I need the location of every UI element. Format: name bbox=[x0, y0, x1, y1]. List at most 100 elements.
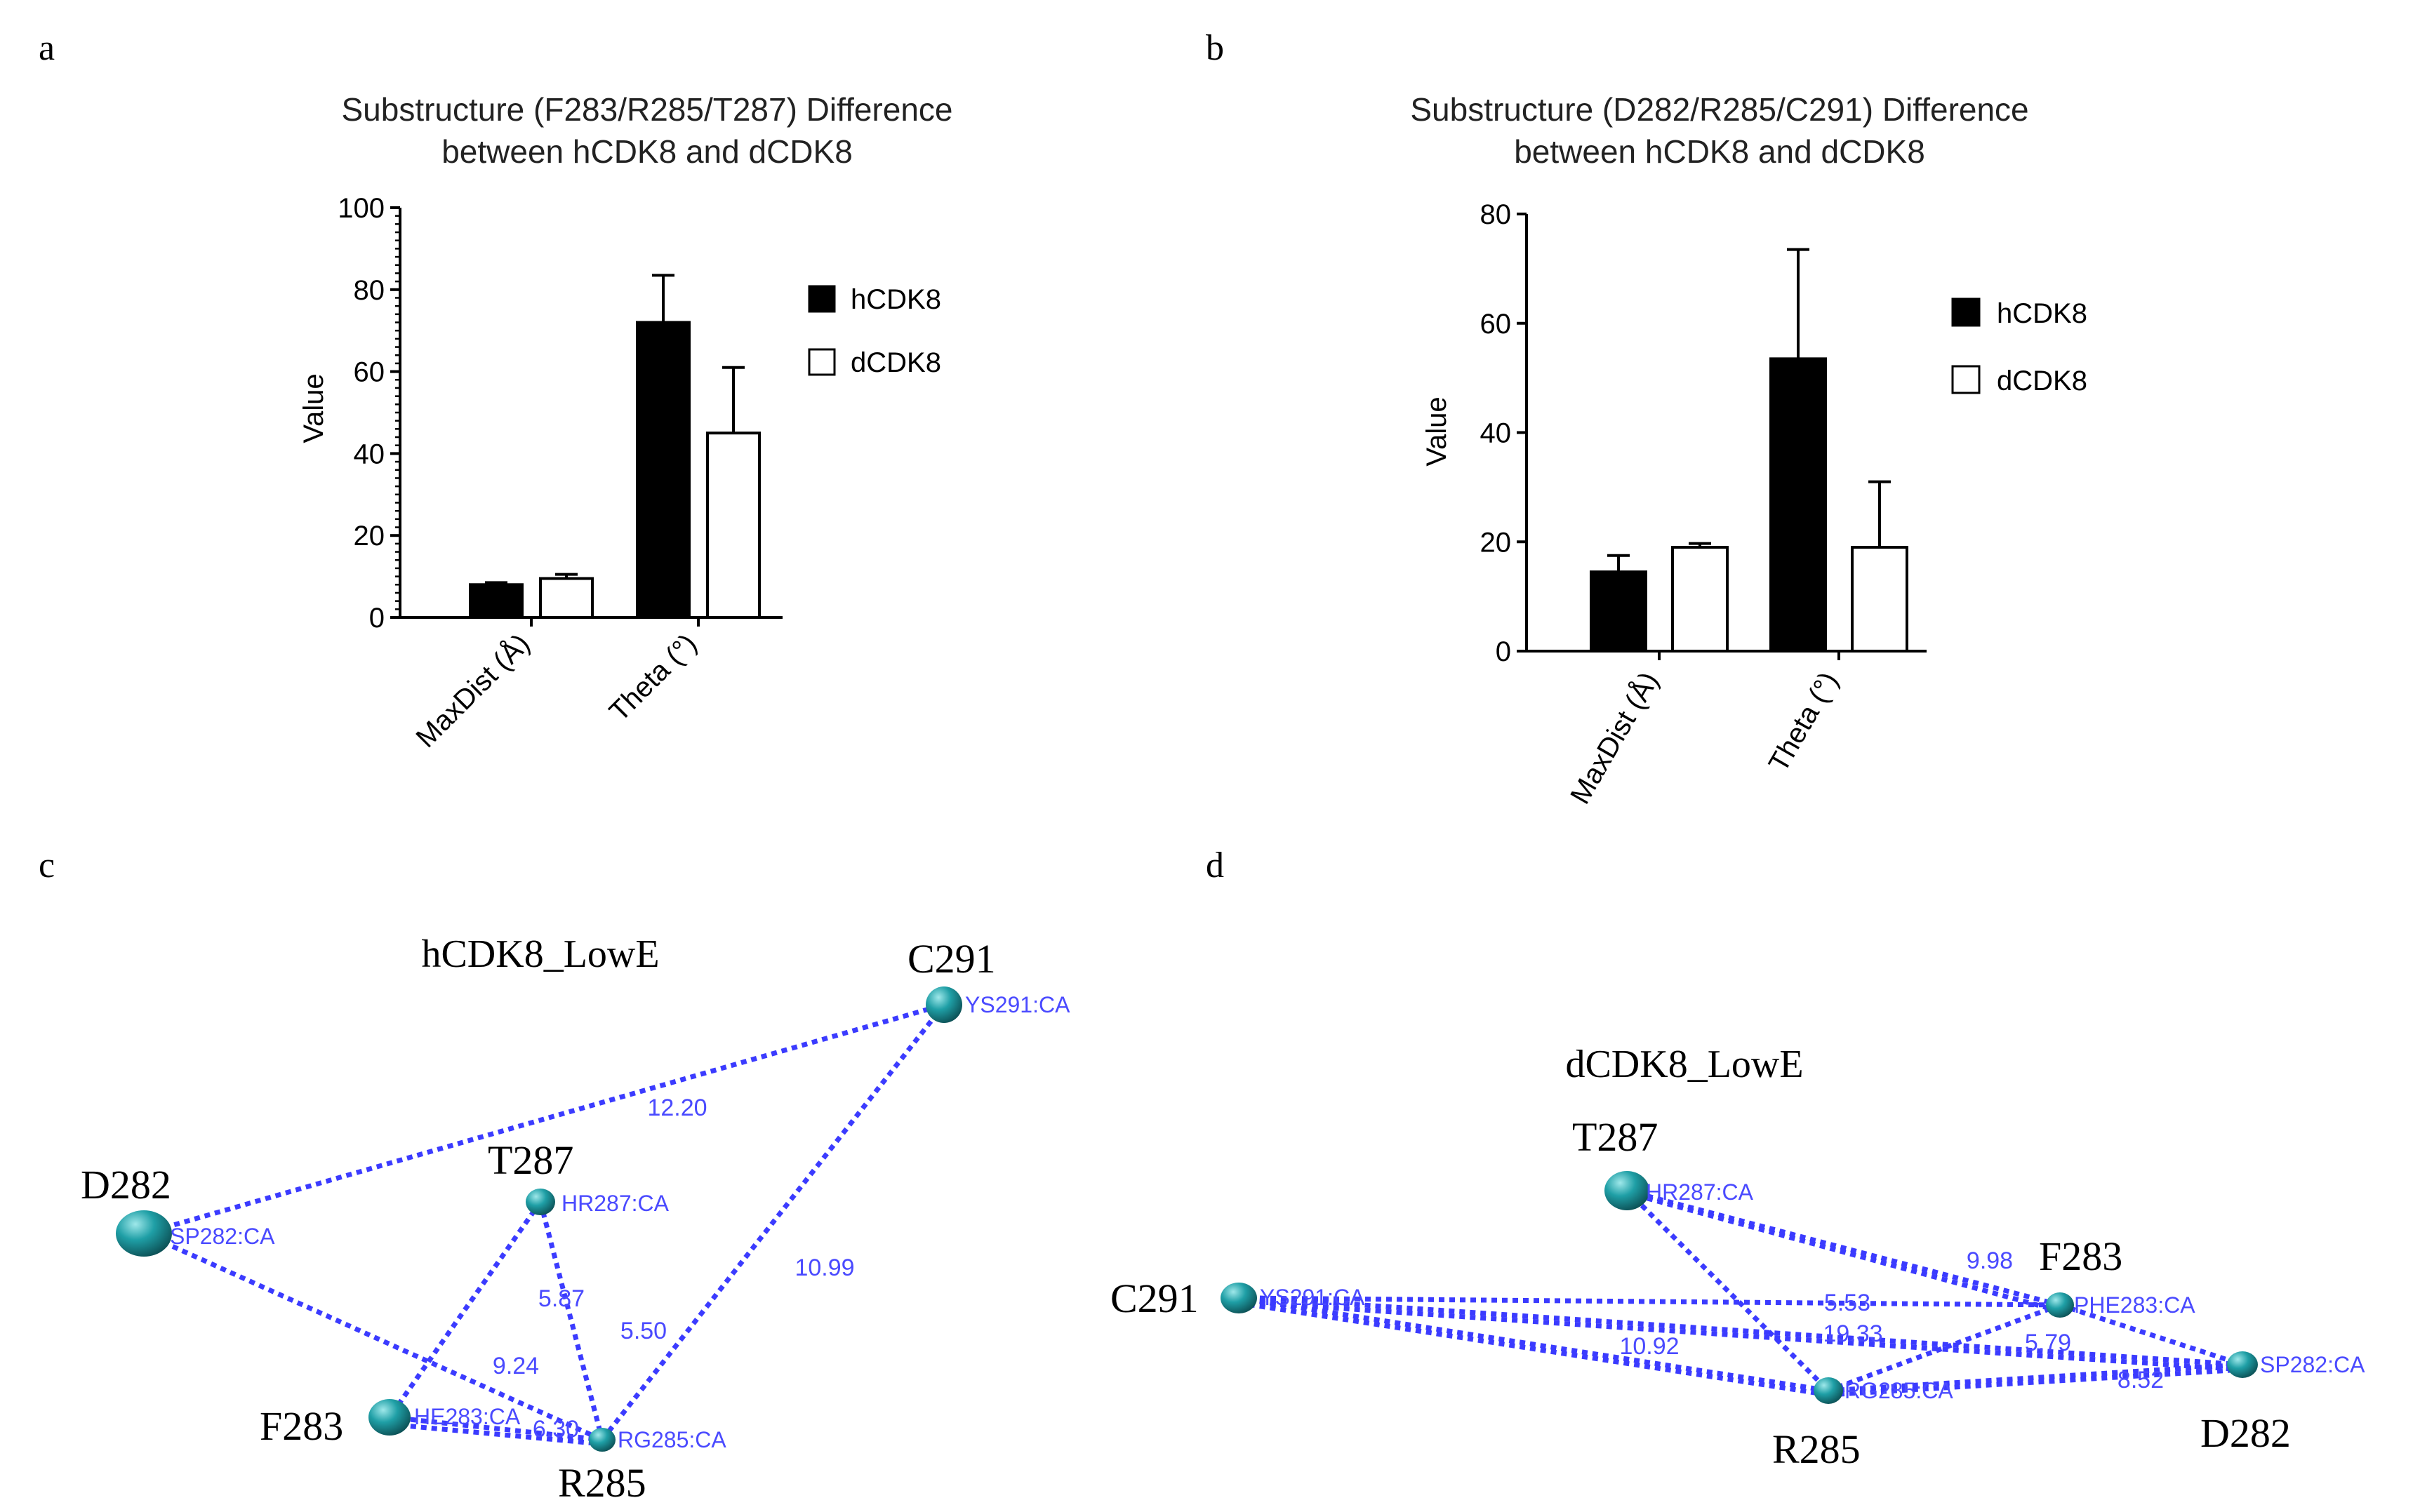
chart-b-x-tick-label-1: Theta (°) bbox=[1763, 667, 1844, 777]
bond-d-t287-f283-b bbox=[1626, 1190, 2059, 1313]
atom-label-c-c291: YS291:CA bbox=[965, 992, 1070, 1017]
residue-label-d-f283: F283 bbox=[2039, 1233, 2122, 1279]
atom-label-d-f283: PHE283:CA bbox=[2074, 1292, 2195, 1318]
bond-d-c291-f283 bbox=[1238, 1295, 2061, 1308]
atom-d-r285[interactable] bbox=[1814, 1377, 1843, 1404]
chart-a-x-tick-label-1: Theta (°) bbox=[604, 628, 703, 727]
chart-b: Substructure (D282/R285/C291) Difference… bbox=[1410, 91, 2087, 809]
atom-c-r285[interactable] bbox=[589, 1428, 616, 1452]
structure-d-title: dCDK8_LowE bbox=[1565, 1043, 1803, 1086]
structure-c: hCDK8_LowE 12.20 10.99 9.24 5.87 5.50 6.… bbox=[81, 932, 1070, 1506]
distance-d-f283-r285: 5.79 bbox=[2025, 1330, 2071, 1356]
chart-a-title-line-2: between hCDK8 and dCDK8 bbox=[441, 133, 853, 170]
atom-c-t287[interactable] bbox=[526, 1189, 555, 1215]
residue-label-d-r285: R285 bbox=[1772, 1426, 1861, 1472]
panel-label-c: c bbox=[39, 845, 55, 885]
atom-c-d282[interactable] bbox=[116, 1210, 172, 1257]
chart-b-title-line-1: Substructure (D282/R285/C291) Difference bbox=[1410, 91, 2028, 128]
chart-a-y-tick-label: 60 bbox=[354, 357, 385, 388]
chart-a-bar-hcdk8-1 bbox=[636, 321, 691, 619]
distance-c-t287-f283: 5.87 bbox=[538, 1285, 585, 1312]
residue-label-c-c291: C291 bbox=[908, 936, 996, 982]
bond-c-c291-r285 bbox=[600, 1003, 946, 1442]
chart-b-legend-label-dcdk8: dCDK8 bbox=[1997, 366, 2087, 396]
panel-label-b: b bbox=[1206, 28, 1224, 68]
chart-a-title-line-1: Substructure (F283/R285/T287) Difference bbox=[341, 91, 952, 128]
distance-c-c291-r285: 10.99 bbox=[795, 1255, 854, 1281]
chart-a-y-tick-label: 40 bbox=[354, 439, 385, 469]
chart-a-legend-label-dcdk8: dCDK8 bbox=[851, 347, 941, 378]
panel-label-d: d bbox=[1206, 845, 1224, 885]
chart-b-legend-label-hcdk8: hCDK8 bbox=[1997, 298, 2087, 329]
chart-b-title-line-2: between hCDK8 and dCDK8 bbox=[1514, 133, 1925, 170]
residue-label-c-d282: D282 bbox=[81, 1162, 171, 1207]
chart-a-x-tick-label-0: MaxDist (Å) bbox=[410, 628, 536, 754]
chart-b-legend-swatch-hcdk8 bbox=[1951, 297, 1981, 327]
bond-d-f283-d282 bbox=[2059, 1302, 2244, 1367]
residue-label-c-t287: T287 bbox=[488, 1137, 573, 1183]
distance-c-t287-r285: 5.50 bbox=[620, 1318, 667, 1344]
residue-label-c-r285: R285 bbox=[558, 1460, 646, 1506]
chart-a-y-tick-label: 20 bbox=[354, 521, 385, 551]
chart-a-bars bbox=[469, 274, 761, 620]
chart-b-legend-swatch-dcdk8 bbox=[1951, 365, 1981, 394]
atom-label-d-d282: SP282:CA bbox=[2260, 1352, 2365, 1377]
bond-c-d282-c291 bbox=[143, 1002, 945, 1236]
bond-c-t287-f283 bbox=[387, 1200, 543, 1419]
chart-b-y-tick-label: 60 bbox=[1480, 309, 1512, 340]
atom-label-c-r285: RG285:CA bbox=[618, 1427, 726, 1452]
distance-d-r285-d282: 8.52 bbox=[2118, 1367, 2164, 1393]
atom-label-d-r285: RG285:CA bbox=[1844, 1378, 1953, 1403]
chart-a-bar-hcdk8-0 bbox=[469, 583, 524, 620]
distance-d-c291-d282: 19.33 bbox=[1823, 1320, 1882, 1347]
chart-a-legend-swatch-hcdk8 bbox=[808, 285, 836, 313]
atom-d-t287[interactable] bbox=[1604, 1171, 1649, 1210]
chart-a-y-tick-label: 100 bbox=[338, 193, 385, 224]
bond-d-c291-r285 bbox=[1238, 1295, 1829, 1393]
atom-d-d282[interactable] bbox=[2227, 1351, 2258, 1378]
chart-a-y-tick-label: 80 bbox=[354, 275, 385, 306]
bond-c-f283-r285-b bbox=[389, 1421, 603, 1447]
atom-d-c291[interactable] bbox=[1221, 1283, 1257, 1313]
bond-d-t287-r285 bbox=[1625, 1189, 1830, 1393]
distance-d-t287-f283: 9.98 bbox=[1967, 1247, 2013, 1274]
chart-a-y-tick-label: 0 bbox=[369, 603, 385, 634]
chart-a-y-label: Value bbox=[298, 373, 329, 443]
atom-c-c291[interactable] bbox=[926, 986, 962, 1023]
chart-b-bar-hcdk8-1 bbox=[1769, 357, 1827, 653]
atom-c-f283[interactable] bbox=[368, 1399, 411, 1436]
atom-label-d-c291: YS291:CA bbox=[1260, 1285, 1365, 1310]
atom-label-c-t287: HR287:CA bbox=[561, 1191, 670, 1216]
residue-label-d-c291: C291 bbox=[1110, 1276, 1199, 1321]
chart-b-bar-dcdk8-1 bbox=[1851, 546, 1908, 653]
bond-c-t287-r285 bbox=[538, 1201, 605, 1440]
chart-b-y-ticks: 0 20 40 60 80 bbox=[1480, 199, 1527, 667]
structure-c-title: hCDK8_LowE bbox=[421, 932, 659, 976]
atom-label-d-t287: HR287:CA bbox=[1646, 1179, 1754, 1205]
chart-a-legend-swatch-dcdk8 bbox=[808, 348, 836, 376]
residue-label-c-f283: F283 bbox=[260, 1403, 343, 1449]
distance-d-c291-r285: 10.92 bbox=[1619, 1333, 1679, 1360]
chart-a-y-ticks: 0 20 40 60 80 100 bbox=[338, 193, 400, 634]
distance-c-f283-r285: 6.30 bbox=[533, 1416, 579, 1443]
bond-d-t287-f283 bbox=[1626, 1188, 2061, 1308]
distance-c-d282-c291: 12.20 bbox=[647, 1095, 707, 1121]
panel-label-a: a bbox=[39, 28, 55, 68]
chart-b-y-label: Value bbox=[1421, 396, 1452, 466]
chart-b-bar-dcdk8-0 bbox=[1671, 546, 1729, 653]
distance-c-d282-r285: 9.24 bbox=[493, 1353, 539, 1379]
bond-d-c291-r285-b bbox=[1238, 1300, 1829, 1398]
distance-d-t287-r285: 5.53 bbox=[1824, 1290, 1870, 1316]
atom-label-c-f283: HE283:CA bbox=[414, 1404, 521, 1429]
residue-label-d-t287: T287 bbox=[1572, 1114, 1658, 1160]
chart-b-y-tick-label: 80 bbox=[1480, 199, 1512, 230]
chart-b-bar-hcdk8-0 bbox=[1590, 570, 1647, 653]
atom-d-f283[interactable] bbox=[2046, 1292, 2074, 1318]
bond-c-f283-r285 bbox=[389, 1414, 603, 1443]
chart-b-x-tick-label-0: MaxDist (Å) bbox=[1564, 667, 1664, 809]
chart-b-y-tick-label: 0 bbox=[1496, 636, 1511, 667]
chart-a-bar-dcdk8-0 bbox=[539, 577, 594, 620]
chart-b-y-tick-label: 40 bbox=[1480, 418, 1512, 449]
